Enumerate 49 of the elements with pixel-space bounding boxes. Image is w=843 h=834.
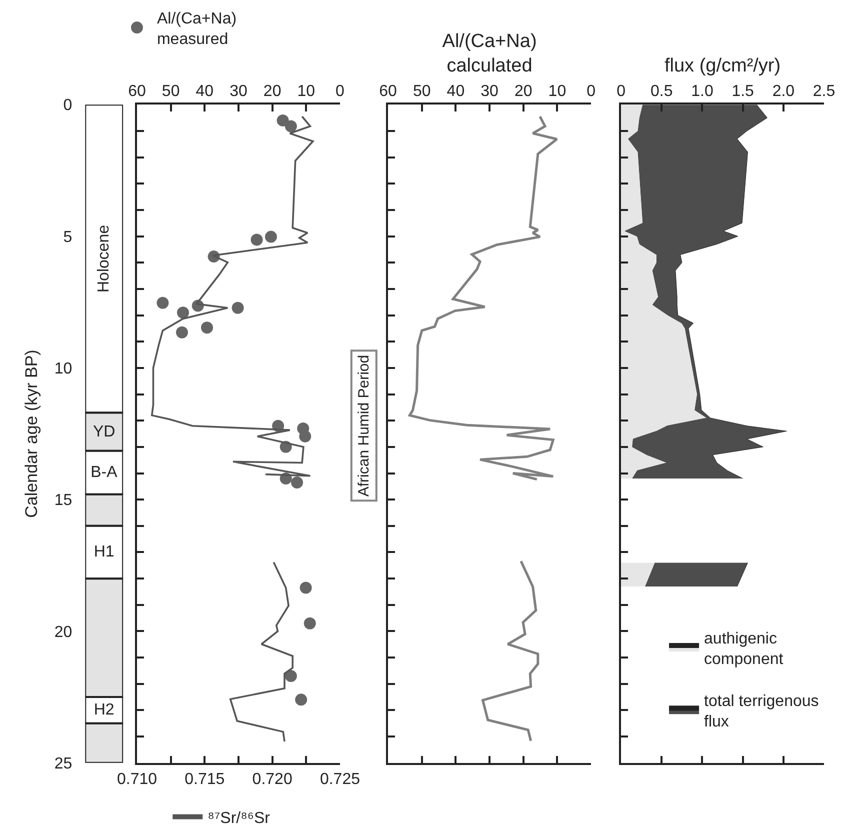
series-label: YD	[92, 423, 116, 440]
x2-tick-label: 1.0	[691, 83, 714, 100]
x-tick-label: 0.725	[320, 771, 360, 788]
x-tick-label: 40	[446, 83, 465, 100]
series-label: H2	[94, 702, 114, 719]
point	[264, 230, 277, 243]
point	[300, 582, 312, 594]
x-axis-title: Al/(Ca+Na) calculated	[442, 30, 537, 77]
point	[304, 617, 316, 630]
legend-label: ⁸⁷Sr/⁸⁶Sr	[208, 810, 271, 828]
point	[276, 114, 289, 126]
annotation: African Humid Period	[355, 354, 372, 497]
y-tick-label: 0	[63, 97, 72, 114]
legend-label: Al/(Ca+Na) measured	[156, 10, 237, 48]
point	[177, 306, 189, 319]
series-label: Holocene	[96, 224, 113, 293]
y-tick-label: 25	[54, 755, 72, 772]
x-tick-label: 0.720	[252, 771, 292, 788]
x-tick-label: 30	[480, 83, 499, 100]
legend-label: total terrigenous flux	[704, 692, 819, 731]
y-tick-label: 5	[63, 228, 72, 246]
y-axis-title: Calendar age (kyr BP)	[22, 350, 41, 518]
point	[284, 120, 297, 132]
series-label: H1	[94, 544, 114, 561]
point	[291, 476, 304, 488]
y-tick-label: 10	[54, 360, 72, 378]
x2-tick-label: 2.0	[772, 83, 795, 100]
y-tick-label: 15	[54, 492, 72, 510]
x2-tick-label: 1.5	[732, 83, 754, 100]
point	[250, 234, 263, 246]
legend-label: authigenic component	[704, 630, 784, 668]
x-tick-label: 0.715	[184, 771, 225, 788]
x-tick-label: 20	[514, 83, 532, 100]
point	[156, 296, 169, 309]
x2-axis-title: flux (g/cm²/yr)	[664, 56, 781, 77]
x-tick-label: 0	[586, 83, 596, 100]
point	[201, 322, 214, 334]
x-tick-label: 0.710	[116, 771, 158, 788]
point	[176, 326, 188, 338]
x2-tick-label: 2.5	[812, 83, 836, 100]
x-tick-label: 60	[379, 83, 398, 100]
x2-tick-label: 0.5	[650, 83, 673, 100]
point	[295, 694, 308, 706]
x-tick-label: 50	[412, 83, 431, 100]
point	[299, 430, 312, 442]
y-tick-label: 20	[54, 624, 72, 641]
x-tick-label: 10	[548, 83, 566, 100]
point	[232, 302, 244, 314]
series-label: B-A	[90, 464, 118, 482]
